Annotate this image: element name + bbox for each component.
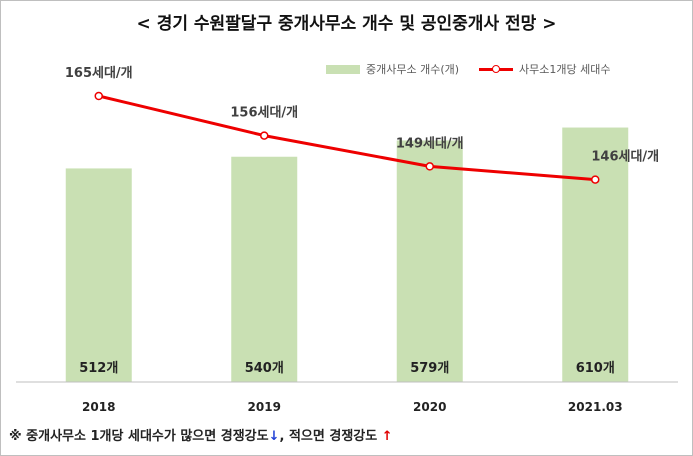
line-value-label: 149세대/개 — [396, 136, 464, 151]
x-tick-label: 2018 — [82, 400, 115, 414]
x-tick-label: 2020 — [413, 400, 446, 414]
line-point — [591, 175, 600, 184]
plot-area: 512개 540개 579개 610개 2018 2019 2020 2021.03 165세대… — [16, 66, 678, 414]
legend-line-swatch — [479, 64, 514, 73]
legend-bar-swatch — [326, 64, 360, 74]
legend-item-line: 사무소1개당 세대수 — [479, 61, 611, 77]
chart-title: < 경기 수원팔달구 중개사무소 개수 및 공인중개사 전망 > — [136, 14, 557, 34]
line-value-label: 156세대/개 — [230, 106, 298, 121]
legend: 중개사무소 개수(개) 사무소1개당 세대수 — [326, 61, 631, 77]
bar — [231, 156, 298, 382]
line-value-label: 165세대/개 — [65, 66, 133, 81]
footnote-text-prefix: ※ 중개사무소 1개당 세대수가 많으면 경쟁강도 — [9, 429, 269, 444]
footnote-text-middle: , 적으면 경쟁강도 — [279, 429, 382, 444]
bar-value-label: 512개 — [79, 361, 118, 376]
x-tick-label: 2021.03 — [568, 400, 623, 414]
footnote: ※ 중개사무소 1개당 세대수가 많으면 경쟁강도↓, 적으면 경쟁강도 ↑ — [9, 425, 393, 444]
bar — [65, 168, 132, 382]
line-point — [94, 91, 103, 101]
line-series — [98, 94, 596, 182]
line-point — [425, 162, 434, 171]
bar-value-label: 579개 — [410, 361, 449, 376]
arrow-down-icon: ↓ — [268, 429, 280, 444]
x-tick-label: 2019 — [248, 400, 281, 414]
bar-value-label: 540개 — [245, 361, 284, 376]
bar — [396, 140, 463, 382]
arrow-up-icon: ↑ — [381, 429, 393, 444]
legend-item-bar: 중개사무소 개수(개) — [326, 61, 459, 77]
bar — [562, 127, 629, 383]
line-value-label: 146세대/개 — [591, 150, 659, 165]
line-point — [260, 131, 269, 140]
legend-line-label: 사무소1개당 세대수 — [519, 63, 611, 76]
legend-bar-label: 중개사무소 개수(개) — [366, 63, 460, 76]
bar-value-label: 610개 — [576, 361, 615, 376]
